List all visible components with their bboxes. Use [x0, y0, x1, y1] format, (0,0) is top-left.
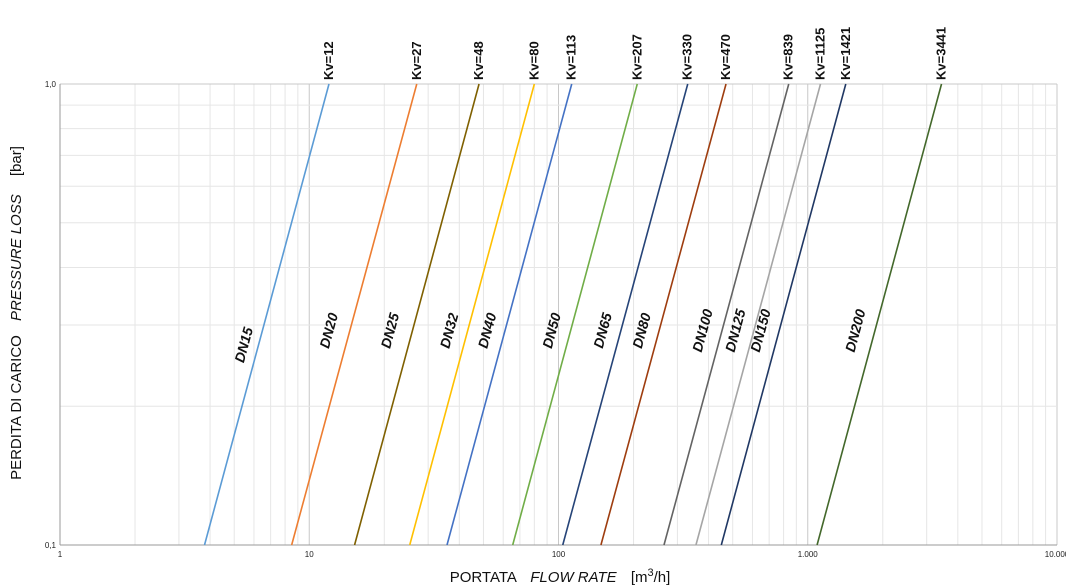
x-axis-title: PORTATA FLOW RATE [m3/h]: [450, 567, 671, 586]
y-tick-label: 1,0: [45, 80, 57, 89]
series-label-dn100: DN100: [689, 307, 716, 353]
series-line-dn80: [600, 83, 727, 546]
series-line-dn100: [663, 83, 790, 546]
series-lines: [203, 83, 943, 546]
kv-label-dn80: Kv=470: [718, 34, 733, 80]
kv-label-dn40: Kv=113: [564, 35, 579, 80]
kv-label-dn125: Kv=1125: [813, 28, 828, 80]
x-tick-label: 1: [58, 550, 63, 559]
kv-label-dn50: Kv=207: [629, 34, 644, 80]
series-label-dn15: DN15: [231, 325, 256, 364]
series-label-dn50: DN50: [539, 311, 564, 350]
y-axis-title: PERDITA DI CARICO PRESSURE LOSS [bar]: [8, 146, 25, 480]
kv-label-dn20: Kv=27: [409, 41, 424, 80]
kv-label-dn25: Kv=48: [471, 41, 486, 80]
y-axis-title-main: PERDITA DI CARICO: [8, 335, 25, 480]
axes: 1 10 100 1.000 10.000 0,1 1,0: [45, 80, 1066, 559]
kv-labels: Kv=12 Kv=27 Kv=48 Kv=80 Kv=113 Kv=207 Kv=330 Kv…: [321, 27, 949, 80]
x-axis-title-unit-prefix: [m: [631, 569, 648, 586]
series-label-dn20: DN20: [316, 311, 341, 350]
series-line-dn50: [511, 83, 639, 546]
series-label-dn200: DN200: [842, 307, 869, 353]
kv-label-dn150: Kv=1421: [838, 27, 853, 80]
kv-label-dn15: Kv=12: [321, 41, 336, 80]
series-line-dn25: [353, 83, 480, 546]
x-tick-label: 1.000: [798, 550, 819, 559]
series-label-dn150: DN150: [747, 307, 774, 353]
x-tick-label: 100: [552, 550, 566, 559]
series-label-dn40: DN40: [475, 311, 500, 350]
y-axis-title-unit: [bar]: [8, 146, 25, 176]
x-tick-label: 10: [305, 550, 314, 559]
series-label-dn25: DN25: [377, 311, 402, 350]
series-line-dn40: [446, 83, 573, 546]
x-tick-label: 10.000: [1045, 550, 1066, 559]
series-line-dn125: [695, 83, 822, 546]
series-line-dn65: [561, 83, 689, 546]
series-line-dn150: [720, 83, 847, 546]
series-line-dn15: [203, 83, 330, 546]
series-label-dn80: DN80: [629, 311, 654, 350]
kv-label-dn65: Kv=330: [680, 34, 695, 80]
y-axis-title-italic: PRESSURE LOSS: [8, 194, 25, 321]
x-axis-title-italic: FLOW RATE: [530, 569, 617, 586]
kv-label-dn32: Kv=80: [526, 41, 541, 80]
series-line-dn200: [816, 83, 943, 546]
kv-label-dn200: Kv=3441: [934, 27, 949, 80]
series-line-dn20: [290, 83, 418, 546]
series-label-dn65: DN65: [590, 311, 615, 350]
y-tick-label: 0,1: [45, 541, 57, 550]
x-axis-title-unit-suffix: /h]: [654, 569, 671, 586]
series-line-dn32: [408, 83, 536, 546]
x-axis-title-main: PORTATA: [450, 569, 517, 586]
kv-label-dn100: Kv=839: [781, 34, 796, 80]
series-label-dn32: DN32: [437, 311, 462, 350]
x-axis-title-unit-sup: 3: [648, 567, 654, 579]
